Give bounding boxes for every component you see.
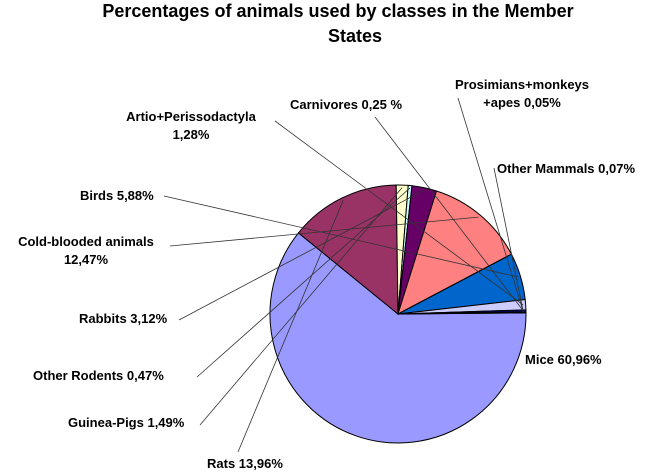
chart-title-line-2: States [328, 26, 382, 46]
slice-label-rats: Rats 13,96% [207, 456, 283, 471]
slice-label-birds: Birds 5,88% [80, 188, 154, 203]
slice-label-rabbits: Rabbits 3,12% [79, 311, 168, 326]
slice-label-carnivores: Carnivores 0,25 % [290, 97, 402, 112]
leader-line-artio-perissodactyla [274, 120, 524, 306]
leader-line-other-mammals [493, 167, 524, 313]
slice-label-cold-blooded-animals: Cold-blooded animals 12,47% [18, 234, 154, 267]
slices-layer [269, 184, 527, 444]
leader-line-birds [163, 195, 518, 278]
slice-label-prosimians-monkeys-apes: Prosimians+monkeys +apes 0,05% [455, 77, 589, 110]
leader-line-other-rodents [196, 187, 411, 378]
leader-line-cold-blooded-animals [169, 216, 479, 247]
pie-slice-cold-blooded-animals [397, 190, 513, 316]
leader-lines-layer [163, 97, 524, 453]
leader-line-carnivores [374, 116, 524, 312]
pie-slice-other-mammals [397, 311, 527, 315]
chart-title-line-1: Percentages of animals used by classes i… [102, 1, 573, 21]
leader-line-prosimians-monkeys-apes [457, 97, 524, 313]
slice-label-mice: Mice 60,96% [525, 352, 602, 367]
slice-label-artio-perissodactyla: Artio+Perissodactyla 1,28% [126, 109, 256, 142]
slice-label-other-mammals: Other Mammals 0,07% [497, 161, 635, 176]
slice-label-guinea-pigs: Guinea-Pigs 1,49% [68, 415, 185, 430]
slice-label-other-rodents: Other Rodents 0,47% [33, 368, 164, 383]
labels-layer: Mice 60,96% Rats 13,96% Guinea-Pigs 1,49% O… [18, 77, 635, 471]
pie-slice-mice [269, 232, 527, 444]
leader-line-rabbits [178, 189, 424, 321]
